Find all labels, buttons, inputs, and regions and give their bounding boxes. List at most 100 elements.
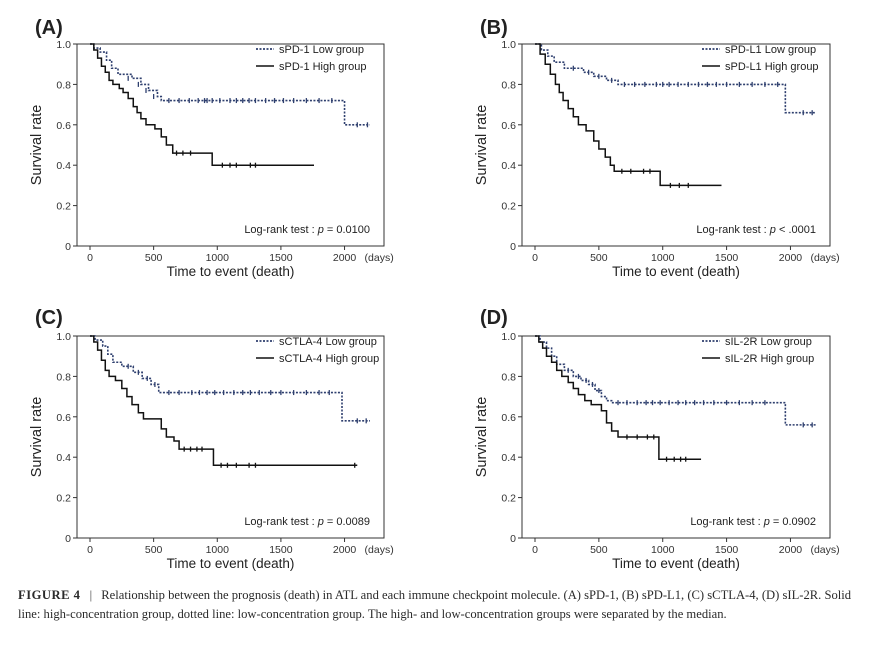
plot-frame bbox=[521, 43, 831, 247]
x-tick-label: 1500 bbox=[269, 544, 293, 556]
x-unit-label: (days) bbox=[365, 544, 394, 556]
y-tick-label: 0.4 bbox=[501, 452, 516, 464]
km-curve-low-group bbox=[90, 335, 370, 422]
x-unit-label: (days) bbox=[365, 252, 394, 264]
x-tick-label: 500 bbox=[590, 544, 608, 556]
plot-frame bbox=[76, 335, 385, 539]
panel-label: (B) bbox=[480, 17, 508, 39]
y-tick-label: 0.6 bbox=[501, 412, 516, 424]
x-unit-label: (days) bbox=[810, 544, 839, 556]
figure-panels: (A) 0 0.2 0.4 0.6 0.8 1.0 0 500 1000 1500 2000 (days… bbox=[29, 17, 840, 571]
plot-frame bbox=[521, 335, 831, 539]
caption-separator: | bbox=[89, 588, 93, 602]
legend-entry: sCTLA-4 High group bbox=[279, 353, 379, 365]
x-tick-label: 2000 bbox=[779, 252, 803, 264]
logrank-prefix: Log-rank test : bbox=[244, 516, 317, 528]
x-tick-label: 1000 bbox=[206, 544, 230, 556]
logrank-prefix: Log-rank test : bbox=[244, 224, 317, 236]
x-tick-label: 0 bbox=[532, 544, 538, 556]
y-tick-label: 0.8 bbox=[56, 371, 71, 383]
y-tick-label: 0.2 bbox=[501, 201, 516, 213]
logrank-p-symbol: p bbox=[763, 516, 770, 528]
km-curve-high-group bbox=[535, 335, 702, 460]
logrank-annotation: Log-rank test : p = 0.0100 bbox=[244, 224, 370, 236]
x-tick-label: 0 bbox=[87, 544, 93, 556]
logrank-p-value: = 0.0100 bbox=[324, 224, 370, 236]
x-unit-label: (days) bbox=[810, 252, 839, 264]
y-tick-label: 0.8 bbox=[501, 79, 516, 91]
x-tick-label: 0 bbox=[532, 252, 538, 264]
y-tick-label: 0.6 bbox=[56, 120, 71, 132]
y-axis-title: Survival rate bbox=[29, 397, 45, 478]
km-panel-a: (A) 0 0.2 0.4 0.6 0.8 1.0 0 500 1000 1500 2000 (days… bbox=[29, 17, 394, 279]
logrank-annotation: Log-rank test : p < .0001 bbox=[696, 224, 816, 236]
logrank-p-symbol: p bbox=[317, 224, 324, 236]
x-axis-title: Time to event (death) bbox=[167, 264, 295, 279]
y-tick-label: 1.0 bbox=[501, 39, 516, 51]
km-curve-high-group bbox=[90, 335, 358, 467]
logrank-p-value: = 0.0089 bbox=[324, 516, 370, 528]
legend-entry: sIL-2R Low group bbox=[725, 336, 812, 348]
y-tick-label: 0 bbox=[65, 533, 71, 545]
logrank-p-symbol: p bbox=[769, 224, 776, 236]
panel-label: (C) bbox=[35, 307, 63, 329]
y-tick-label: 0.8 bbox=[56, 79, 71, 91]
logrank-annotation: Log-rank test : p = 0.0089 bbox=[244, 516, 370, 528]
y-tick-label: 0 bbox=[510, 533, 516, 545]
y-axis-title: Survival rate bbox=[474, 105, 490, 186]
km-curve-low-group bbox=[535, 335, 816, 426]
y-tick-label: 0.4 bbox=[56, 452, 71, 464]
x-axis-title: Time to event (death) bbox=[167, 556, 295, 571]
y-axis-title: Survival rate bbox=[29, 105, 45, 186]
logrank-prefix: Log-rank test : bbox=[690, 516, 763, 528]
y-tick-label: 1.0 bbox=[501, 331, 516, 343]
logrank-annotation: Log-rank test : p = 0.0902 bbox=[690, 516, 816, 528]
caption-text: Relationship between the prognosis (deat… bbox=[18, 588, 852, 621]
y-axis-title: Survival rate bbox=[474, 397, 490, 478]
km-panel-d: (D) 0 0.2 0.4 0.6 0.8 1.0 0 500 1000 1500 2000 (days… bbox=[474, 307, 840, 571]
y-tick-label: 0.4 bbox=[501, 160, 516, 172]
logrank-p-value: < .0001 bbox=[776, 224, 816, 236]
x-axis-title: Time to event (death) bbox=[612, 264, 740, 279]
km-curve-high-group bbox=[535, 43, 722, 187]
km-curve-low-group bbox=[90, 43, 370, 126]
x-tick-label: 500 bbox=[145, 544, 163, 556]
y-tick-label: 0.6 bbox=[501, 120, 516, 132]
legend-entry: sIL-2R High group bbox=[725, 353, 814, 365]
x-tick-label: 2000 bbox=[779, 544, 803, 556]
x-tick-label: 2000 bbox=[333, 252, 357, 264]
y-tick-label: 0.4 bbox=[56, 160, 71, 172]
x-tick-label: 500 bbox=[145, 252, 163, 264]
y-tick-label: 1.0 bbox=[56, 331, 71, 343]
km-panel-c: (C) 0 0.2 0.4 0.6 0.8 1.0 0 500 1000 1500 2000 (days… bbox=[29, 307, 394, 571]
logrank-prefix: Log-rank test : bbox=[696, 224, 769, 236]
legend-entry: sPD-1 Low group bbox=[279, 44, 364, 56]
x-tick-label: 1000 bbox=[651, 544, 675, 556]
km-curve-high-group bbox=[90, 43, 314, 166]
x-tick-label: 2000 bbox=[333, 544, 357, 556]
legend-entry: sCTLA-4 Low group bbox=[279, 336, 377, 348]
x-tick-label: 1000 bbox=[206, 252, 230, 264]
y-tick-label: 0.6 bbox=[56, 412, 71, 424]
y-tick-label: 0.2 bbox=[56, 201, 71, 213]
x-tick-label: 1500 bbox=[715, 544, 739, 556]
km-curve-low-group bbox=[535, 43, 816, 114]
y-tick-label: 1.0 bbox=[56, 39, 71, 51]
y-tick-label: 0 bbox=[510, 241, 516, 253]
logrank-p-value: = 0.0902 bbox=[770, 516, 816, 528]
figure-caption: FIGURE 4 | Relationship between the prog… bbox=[18, 586, 868, 624]
y-tick-label: 0 bbox=[65, 241, 71, 253]
x-tick-label: 0 bbox=[87, 252, 93, 264]
caption-figure-label: FIGURE 4 bbox=[18, 588, 81, 602]
y-tick-label: 0.2 bbox=[501, 493, 516, 505]
x-tick-label: 500 bbox=[590, 252, 608, 264]
y-tick-label: 0.2 bbox=[56, 493, 71, 505]
plot-frame bbox=[76, 43, 385, 247]
panel-label: (D) bbox=[480, 307, 508, 329]
km-figure-svg: (A) 0 0.2 0.4 0.6 0.8 1.0 0 500 1000 1500 2000 (days… bbox=[29, 17, 840, 571]
x-tick-label: 1500 bbox=[715, 252, 739, 264]
legend-entry: sPD-1 High group bbox=[279, 61, 366, 73]
km-panel-b: (B) 0 0.2 0.4 0.6 0.8 1.0 0 500 1000 1500 2000 (days… bbox=[474, 17, 840, 279]
x-tick-label: 1000 bbox=[651, 252, 675, 264]
panel-label: (A) bbox=[35, 17, 63, 39]
